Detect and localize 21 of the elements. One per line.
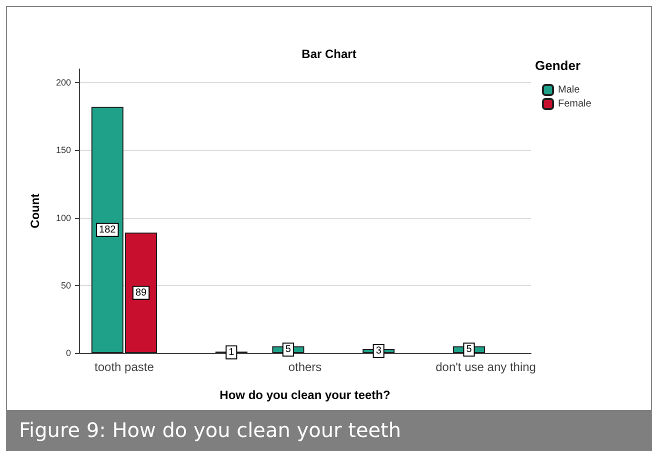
y-axis-title: Count (28, 194, 42, 228)
legend-label: Male (558, 84, 580, 96)
caption: Figure 9: How do you clean your teeth (7, 410, 651, 450)
x-tick-label: tooth paste (94, 360, 154, 374)
x-tick-label: others (288, 360, 322, 374)
legend-title: Gender (535, 58, 581, 73)
x-tick-label: don't use any thing (436, 360, 536, 374)
data-label: 89 (135, 287, 147, 298)
y-tick-label: 100 (56, 212, 71, 223)
data-label: 182 (99, 224, 116, 236)
y-tick-label: 150 (56, 145, 71, 156)
data-label: 1 (228, 346, 235, 358)
x-axis-title: How do you clean your teeth? (220, 388, 390, 402)
data-label: 5 (285, 344, 292, 356)
data-label: 3 (376, 345, 382, 356)
y-tick-label: 0 (66, 348, 71, 358)
chart-title: Bar Chart (302, 47, 356, 61)
legend-label: Female (558, 98, 592, 110)
y-tick-label: 200 (56, 78, 71, 88)
y-tick-label: 50 (60, 280, 71, 290)
data-label: 5 (466, 344, 472, 356)
